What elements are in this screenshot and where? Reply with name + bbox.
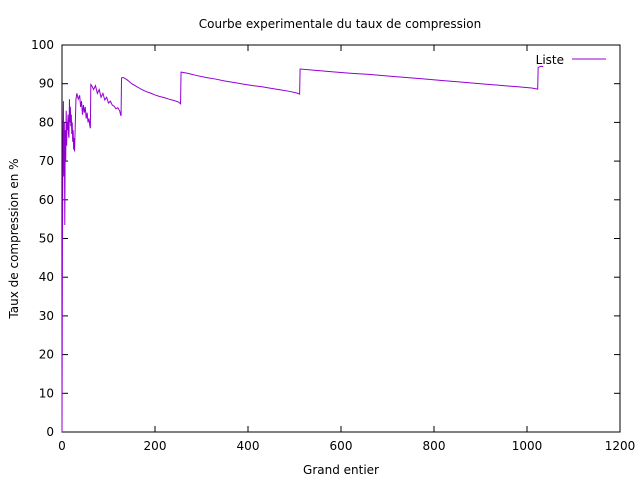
y-tick-label: 0 [46, 425, 54, 439]
x-tick-label: 1000 [512, 439, 543, 453]
legend: Liste [536, 53, 606, 67]
y-axis-label: Taux de compression en % [7, 158, 21, 319]
x-tick-label: 400 [237, 439, 260, 453]
y-tick-label: 60 [39, 193, 54, 207]
x-axis-label: Grand entier [303, 463, 379, 477]
plot-border [61, 44, 621, 433]
y-tick-label: 10 [39, 386, 54, 400]
y-tick-label: 20 [39, 348, 54, 362]
y-tick-label: 90 [39, 77, 54, 91]
y-tick-label: 80 [39, 115, 54, 129]
x-tick-label: 200 [144, 439, 167, 453]
x-tick-label: 1200 [605, 439, 636, 453]
x-tick-label: 0 [58, 439, 66, 453]
y-tick-label: 100 [31, 38, 54, 52]
legend-label-liste: Liste [536, 53, 564, 67]
y-tick-label: 50 [39, 232, 54, 246]
series-layer [61, 65, 544, 433]
series-line-liste [61, 65, 544, 433]
x-axis: 0 200 400 600 800 1000 1200 [58, 45, 635, 453]
y-tick-label: 70 [39, 154, 54, 168]
x-tick-label: 800 [423, 439, 446, 453]
x-tick-label: 600 [330, 439, 353, 453]
y-axis: 0 10 20 30 40 50 60 70 80 90 100 [31, 38, 620, 439]
chart-title: Courbe experimentale du taux de compress… [199, 17, 481, 31]
y-tick-label: 40 [39, 270, 54, 284]
plot-frame [61, 44, 621, 433]
y-tick-label: 30 [39, 309, 54, 323]
